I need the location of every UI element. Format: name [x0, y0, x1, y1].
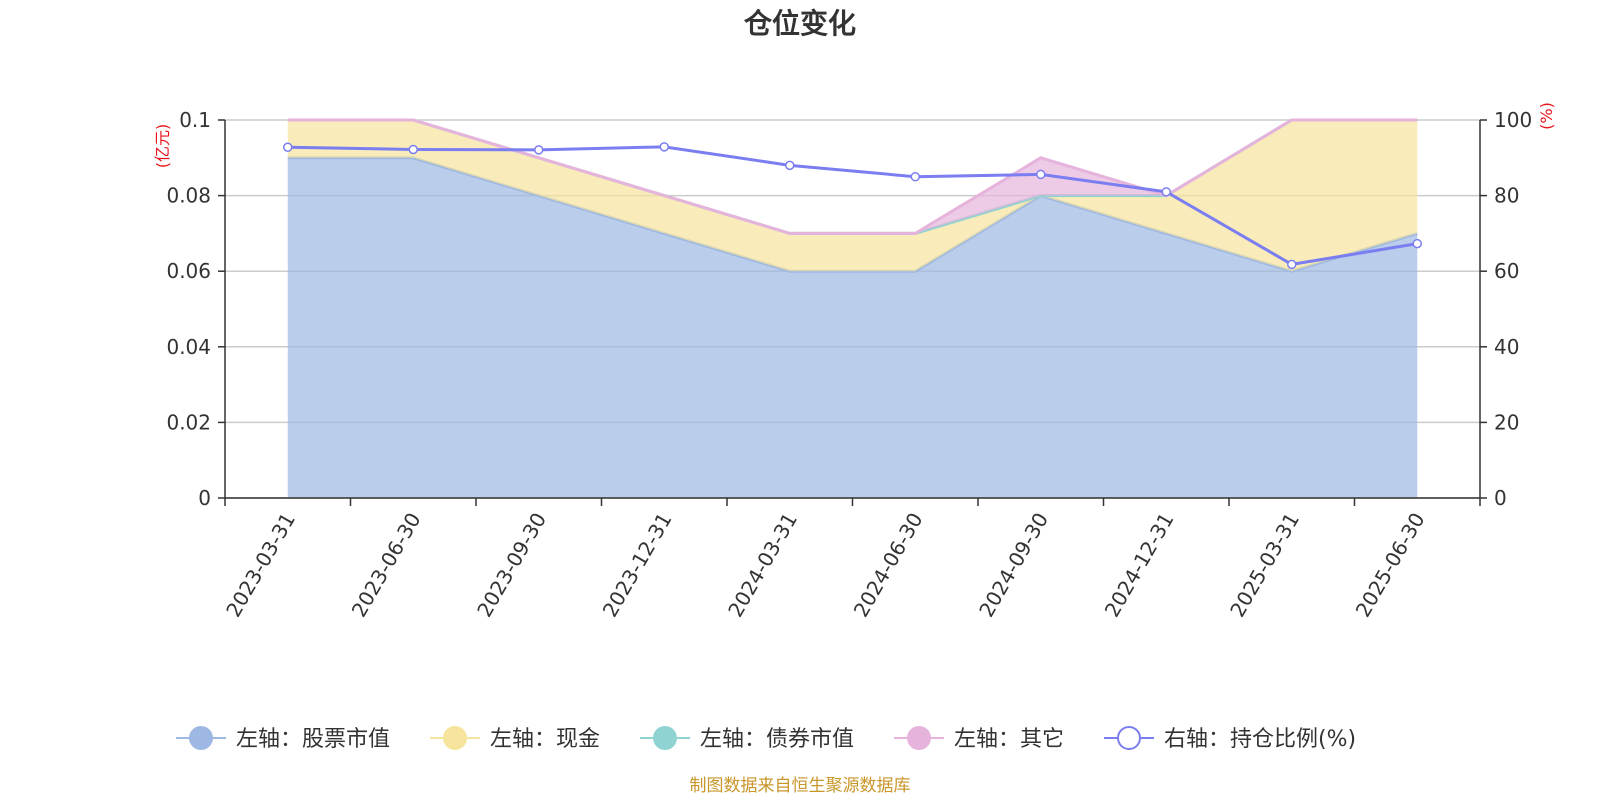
right-tick-label: 80	[1494, 184, 1519, 208]
legend-label: 左轴：其它	[954, 727, 1064, 752]
x-tick-label: 2023-12-31	[598, 509, 677, 622]
right-tick-label: 100	[1494, 108, 1532, 132]
legend-item: 左轴：股票市值	[176, 726, 390, 752]
legend-marker	[1117, 726, 1141, 750]
right-tick-label: 40	[1494, 335, 1519, 359]
x-tick-label: 2025-03-31	[1225, 509, 1304, 622]
legend-label: 左轴：债券市值	[700, 727, 854, 752]
x-tick-label: 2023-06-30	[347, 509, 426, 622]
ratio-point	[659, 142, 669, 152]
x-tick-label: 2024-06-30	[849, 509, 928, 622]
ratio-line	[287, 145, 1418, 266]
left-tick-label: 0.02	[166, 410, 211, 434]
area-series-1	[287, 120, 1418, 272]
legend-label: 左轴：现金	[490, 727, 600, 752]
ratio-point	[534, 145, 544, 155]
x-tick-label: 2024-03-31	[723, 509, 802, 622]
left-axis-unit: (亿元)	[153, 124, 172, 169]
ratio-point	[1412, 238, 1422, 249]
area-edge-3	[287, 118, 1418, 235]
legend-item: 左轴：债券市值	[640, 726, 854, 752]
legend-item: 右轴：持仓比例(%)	[1104, 726, 1356, 752]
legend-marker	[907, 726, 931, 750]
legend: 左轴：股票市值 左轴：现金 左轴：债券市值 左轴：其它 右轴：持仓比例(%)	[176, 726, 1356, 752]
chart-title: 仓位变化	[744, 7, 856, 40]
ratio-point	[1161, 187, 1171, 197]
right-axis-unit: (%)	[1537, 102, 1556, 130]
ratio-line-series	[283, 142, 1422, 270]
legend-marker	[443, 726, 467, 750]
left-tick-label: 0.08	[166, 184, 211, 208]
legend-marker	[653, 726, 677, 750]
left-tick-label: 0.04	[166, 335, 211, 359]
right-tick-label: 0	[1494, 486, 1507, 510]
left-tick-label: 0.1	[179, 108, 211, 132]
x-tick-label: 2024-09-30	[974, 509, 1053, 622]
ratio-point	[1287, 259, 1297, 270]
area-series-0	[287, 157, 1418, 499]
data-source-note: 制图数据来自恒生聚源数据库	[690, 776, 911, 796]
right-tick-label: 60	[1494, 259, 1519, 283]
x-tick-label: 2025-06-30	[1351, 509, 1430, 622]
stacked-areas	[287, 118, 1418, 499]
legend-item: 左轴：其它	[894, 726, 1064, 752]
x-tick-label: 2023-09-30	[472, 509, 551, 622]
ratio-point	[910, 171, 920, 182]
ratio-point	[785, 160, 795, 171]
left-tick-label: 0.06	[166, 259, 211, 283]
ratio-point	[1036, 169, 1046, 180]
right-tick-label: 20	[1494, 410, 1519, 434]
ratio-point	[408, 144, 418, 155]
legend-item: 左轴：现金	[430, 726, 600, 752]
legend-marker	[189, 726, 213, 750]
left-tick-label: 0	[198, 486, 211, 510]
ratio-point	[283, 142, 293, 152]
legend-label: 左轴：股票市值	[236, 727, 390, 752]
x-tick-label: 2024-12-31	[1100, 509, 1179, 622]
legend-label: 右轴：持仓比例(%)	[1164, 727, 1356, 752]
x-tick-label: 2023-03-31	[221, 509, 300, 622]
